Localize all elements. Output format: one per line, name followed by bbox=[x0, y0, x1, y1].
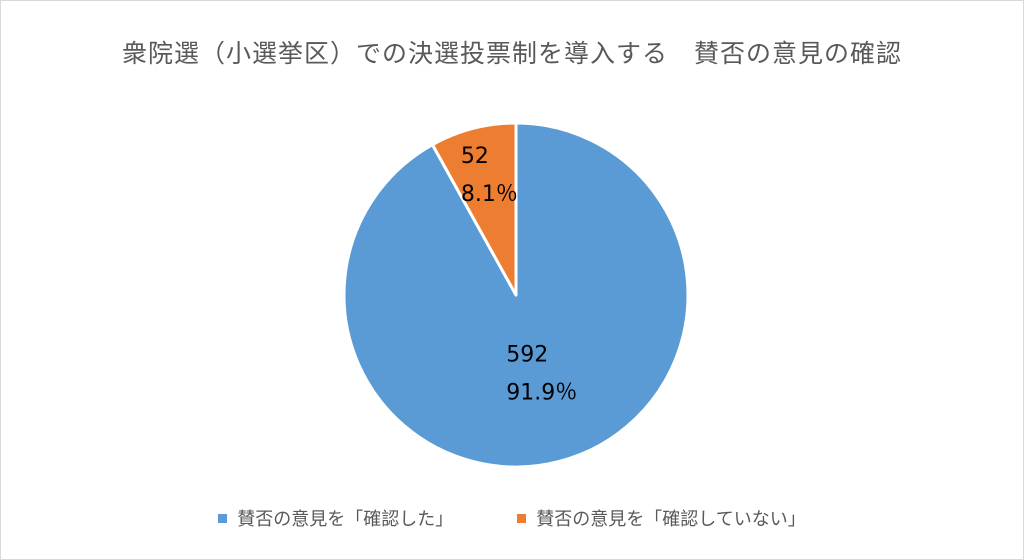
pie-slice-not-confirmed bbox=[430, 121, 518, 297]
legend-label-not-confirmed: 賛否の意見を「確認していない」 bbox=[536, 509, 806, 530]
data-label-percent-confirmed: 91.9％ bbox=[506, 380, 577, 405]
data-label-percent-not-confirmed: 8.1％ bbox=[461, 182, 518, 207]
legend-item-not-confirmed: 賛否の意見を「確認していない」 bbox=[517, 505, 806, 531]
legend-item-confirmed: 賛否の意見を「確認した」 bbox=[218, 505, 453, 531]
legend-swatch-not-confirmed bbox=[517, 513, 527, 523]
pie-slice-confirmed bbox=[342, 121, 690, 469]
data-label-value-confirmed: 592 bbox=[506, 342, 548, 367]
legend-label-confirmed: 賛否の意見を「確認した」 bbox=[237, 509, 454, 530]
data-label-value-not-confirmed: 52 bbox=[461, 144, 489, 169]
data-label-confirmed: 592 91.9％ bbox=[506, 342, 577, 405]
legend-swatch-confirmed bbox=[218, 513, 228, 523]
chart-legend: 賛否の意見を「確認した」 賛否の意見を「確認していない」 bbox=[0, 505, 1024, 531]
data-label-not-confirmed: 52 8.1％ bbox=[461, 144, 518, 207]
chart-title: 衆院選（小選挙区）での決選投票制を導入する 賛否の意見の確認 bbox=[121, 39, 902, 68]
